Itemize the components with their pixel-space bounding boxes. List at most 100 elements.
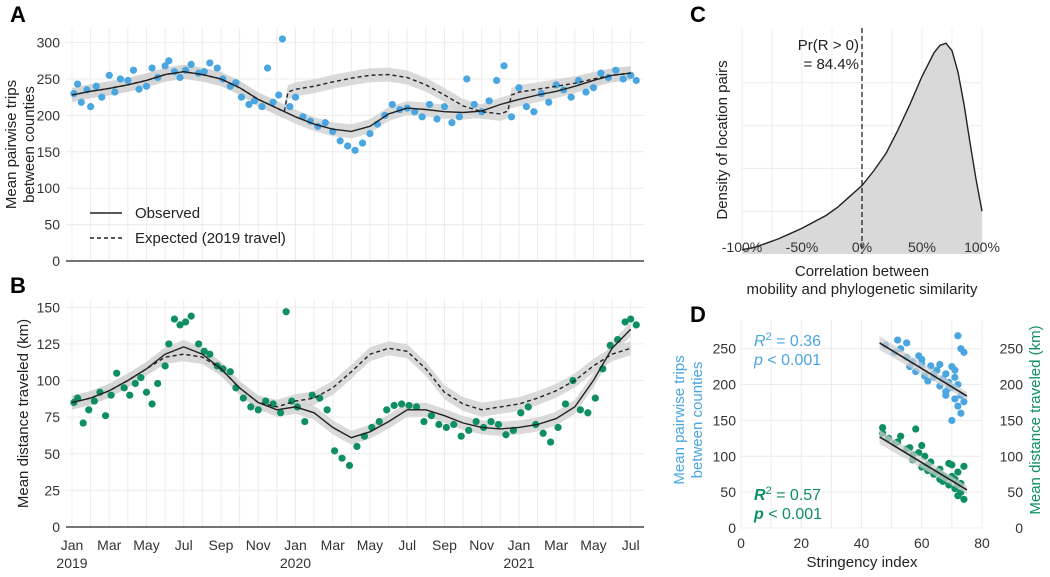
data-point xyxy=(165,340,173,348)
data-point xyxy=(375,417,383,426)
y-tick-label-left: 150 xyxy=(713,412,737,428)
data-point xyxy=(569,376,577,385)
y-tick-label: 150 xyxy=(37,144,61,160)
data-point xyxy=(70,89,78,98)
data-point xyxy=(262,397,270,405)
data-point xyxy=(448,119,456,127)
y-tick-label-left: 100 xyxy=(713,448,737,464)
y-axis-label-left-line1: Mean pairwise trips xyxy=(671,355,688,484)
data-point xyxy=(960,495,968,503)
data-point xyxy=(388,100,396,109)
data-point xyxy=(182,318,190,326)
data-point xyxy=(945,459,953,468)
data-point xyxy=(154,379,162,388)
x-tick-year: 2019 xyxy=(56,555,87,571)
data-point xyxy=(286,103,294,111)
data-point xyxy=(345,461,354,470)
x-tick-label: Mar xyxy=(544,537,568,553)
x-tick-label: 40 xyxy=(854,535,870,551)
data-point xyxy=(465,426,473,434)
data-point xyxy=(176,73,184,82)
y-axis-label: Mean distance traveled (km) xyxy=(15,319,32,508)
data-point xyxy=(954,332,962,340)
y-axis-label: Density of location pairs xyxy=(714,60,731,219)
data-point xyxy=(301,417,309,426)
data-point xyxy=(951,366,959,374)
data-point xyxy=(487,417,495,426)
data-point xyxy=(124,76,132,85)
confidence-band xyxy=(72,64,631,121)
y-tick-label-right: 250 xyxy=(1000,341,1024,357)
data-point xyxy=(351,146,359,154)
y-tick-label: 75 xyxy=(44,409,60,425)
y-tick-label: 25 xyxy=(44,482,60,498)
stats-label-1: R2 = 0.36 p < 0.001 xyxy=(753,331,821,369)
data-point xyxy=(463,75,471,83)
y-tick-label-right: 200 xyxy=(1000,377,1024,393)
confidence-band xyxy=(72,341,631,417)
data-point xyxy=(129,66,138,74)
annotation-probability: Pr(R > 0) xyxy=(798,37,859,54)
data-point xyxy=(282,308,290,316)
data-point xyxy=(187,312,195,320)
data-point xyxy=(515,84,523,92)
stats-label-2: R2 = 0.57 p < 0.001 xyxy=(753,485,822,523)
data-point xyxy=(440,103,449,111)
data-point xyxy=(73,394,82,402)
data-point xyxy=(954,402,962,410)
data-point xyxy=(73,80,82,88)
data-point xyxy=(957,409,965,417)
x-tick-label: 60 xyxy=(914,535,930,551)
data-point xyxy=(951,395,959,403)
p-value-label: p < 0.001 xyxy=(753,352,821,369)
data-point xyxy=(918,441,926,450)
data-point xyxy=(254,406,262,414)
data-point xyxy=(206,350,214,358)
y-tick-label: 0 xyxy=(52,519,60,535)
y-tick-label-right: 150 xyxy=(1000,412,1024,428)
data-point xyxy=(92,82,100,90)
data-point xyxy=(77,98,85,106)
data-point xyxy=(247,403,255,411)
data-point xyxy=(960,398,968,406)
p-value-label: p < 0.001 xyxy=(753,506,822,523)
data-point xyxy=(606,341,614,349)
data-point xyxy=(258,103,266,111)
x-tick-label: Jul xyxy=(622,537,640,553)
data-point xyxy=(105,71,113,79)
x-tick-label: -50% xyxy=(786,239,819,255)
data-point xyxy=(165,57,173,65)
data-point xyxy=(111,88,119,96)
x-tick-label: 80 xyxy=(974,535,990,551)
data-point xyxy=(612,66,620,74)
data-point xyxy=(903,339,911,347)
panel-b-grid xyxy=(66,300,644,528)
data-point xyxy=(627,315,635,323)
annotation-value: = 84.4% xyxy=(804,56,859,73)
data-point xyxy=(161,62,169,70)
data-point xyxy=(427,412,436,420)
expected-line xyxy=(71,70,631,115)
data-point xyxy=(632,76,640,85)
data-point xyxy=(619,75,627,83)
x-tick-label: Nov xyxy=(246,537,271,553)
data-point xyxy=(187,60,195,69)
x-tick-label: Nov xyxy=(469,537,494,553)
data-point xyxy=(338,454,346,462)
data-point xyxy=(195,340,203,348)
data-point xyxy=(493,76,501,85)
panel-label-d: D xyxy=(690,302,706,327)
data-point xyxy=(621,318,629,326)
data-point xyxy=(383,406,391,414)
panel-label-c: C xyxy=(690,2,706,27)
y-tick-label-right: 100 xyxy=(1000,448,1024,464)
data-point xyxy=(116,75,125,83)
x-tick-label: -100% xyxy=(722,239,762,255)
x-tick-label: Jan xyxy=(61,537,84,553)
legend-expected-label: Expected (2019 travel) xyxy=(135,230,286,247)
data-point xyxy=(567,93,575,101)
x-tick-year: 2021 xyxy=(503,555,534,571)
data-point xyxy=(366,129,374,138)
